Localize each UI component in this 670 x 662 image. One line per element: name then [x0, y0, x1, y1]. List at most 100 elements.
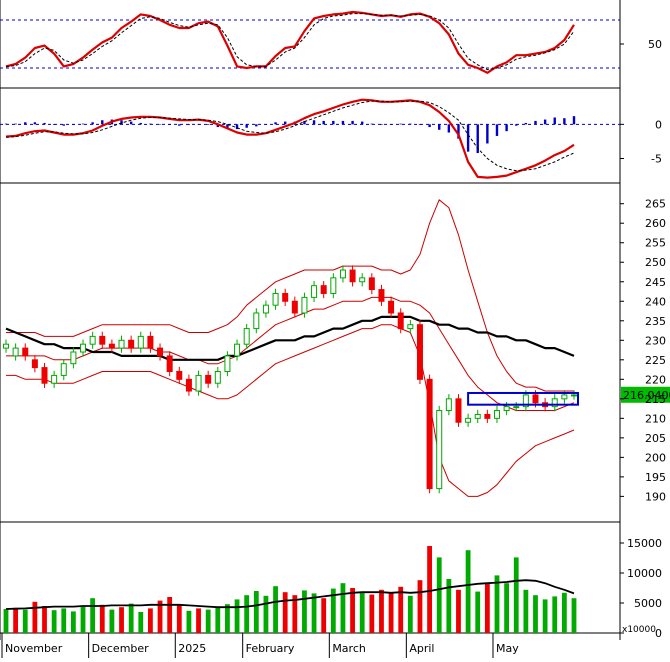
price-tick-label: 260 [645, 217, 666, 230]
volume-bar [273, 586, 278, 633]
volume-bar [369, 595, 374, 633]
x-axis-label: April [409, 642, 434, 655]
macd-histogram-bar [322, 121, 324, 124]
volume-bar [341, 583, 346, 633]
candle-body [273, 293, 278, 305]
macd-histogram-bar [554, 118, 556, 125]
price-tick-label: 220 [645, 373, 666, 386]
candle-body [235, 344, 240, 356]
macd-histogram-bar [255, 124, 257, 126]
macd-histogram-bar [53, 124, 55, 125]
price-tick-label: 190 [645, 490, 666, 503]
macd-histogram-bar [505, 124, 507, 131]
volume-bar [90, 598, 95, 633]
candle-body [119, 340, 124, 348]
volume-bar [100, 605, 105, 633]
macd-histogram-bar [63, 124, 65, 125]
rsi-panel [0, 12, 620, 73]
macd-histogram-bar [82, 124, 84, 125]
macd-histogram-bar [332, 121, 334, 124]
volume-bar [148, 608, 153, 633]
volume-bar [138, 612, 143, 633]
candle-body [71, 352, 76, 364]
macd-histogram-bar [380, 124, 382, 125]
candle-body [42, 368, 47, 384]
bollinger-upper-band [6, 200, 574, 391]
volume-bar [321, 598, 326, 633]
macd-histogram-bar [149, 124, 151, 125]
candle-body [437, 411, 442, 489]
volume-tick-label: 15000 [627, 537, 662, 550]
candle-body [340, 270, 345, 278]
candle-body [148, 336, 153, 348]
macd-histogram-bar [400, 124, 402, 125]
candle-body [312, 286, 317, 298]
volume-bar [360, 592, 365, 633]
macd-histogram-bar [515, 124, 517, 125]
macd-signal-line [6, 101, 574, 171]
macd-histogram-bar [496, 124, 498, 136]
candle-body [389, 301, 394, 313]
macd-histogram-bar [245, 124, 247, 127]
macd-histogram-bar [467, 124, 469, 151]
macd-histogram-bar [101, 120, 103, 124]
price-tick-label: 240 [645, 295, 666, 308]
macd-histogram-bar [371, 124, 373, 125]
x-axis-label: 2025 [178, 642, 206, 655]
macd-histogram-bar [342, 121, 344, 124]
price-tick-label: 235 [645, 315, 666, 328]
candle-body [90, 336, 95, 344]
macd-histogram-bar [130, 122, 132, 125]
volume-bar [495, 575, 500, 633]
macd-line [6, 100, 574, 178]
volume-bar [177, 604, 182, 633]
candle-body [533, 395, 538, 403]
volume-bar [514, 557, 519, 633]
volume-bar [52, 610, 57, 633]
volume-bar [418, 580, 423, 633]
price-tick-label: 195 [645, 471, 666, 484]
macd-histogram-bar [486, 124, 488, 143]
macd-histogram-bar [573, 116, 575, 124]
macd-histogram-bar [274, 122, 276, 124]
candle-body [466, 418, 471, 422]
candle-body [302, 297, 307, 313]
macd-histogram-bar [534, 121, 536, 124]
volume-bar [533, 595, 538, 633]
volume-bar [283, 592, 288, 633]
volume-bar [13, 608, 18, 633]
volume-bar [466, 550, 471, 633]
macd-tick-label: 0 [655, 118, 662, 131]
volume-bar [206, 610, 211, 633]
volume-tick-label: 5000 [634, 597, 662, 610]
volume-bar [4, 609, 9, 633]
volume-bar [379, 590, 384, 633]
candle-body [485, 414, 490, 418]
macd-histogram-bar [5, 124, 7, 125]
macd-histogram-bar [409, 124, 411, 125]
candle-body [504, 407, 509, 411]
x-axis-label: March [332, 642, 366, 655]
volume-bar [504, 583, 509, 633]
macd-histogram-bar [14, 124, 16, 125]
price-tick-label: 200 [645, 451, 666, 464]
price-tick-label: 205 [645, 432, 666, 445]
candle-body [562, 395, 567, 399]
volume-bar [42, 606, 47, 633]
candle-body [331, 278, 336, 294]
candle-body [417, 325, 422, 380]
macd-histogram-bar [351, 121, 353, 124]
volume-bar [456, 590, 461, 633]
candle-body [572, 395, 577, 396]
candle-body [225, 356, 230, 372]
candle-body [292, 301, 297, 313]
macd-histogram-bar [390, 124, 392, 125]
volume-bar [427, 546, 432, 633]
candle-body [254, 313, 259, 329]
volume-tick-label: 0 [655, 627, 662, 640]
candle-body [215, 372, 220, 384]
price-tick-label: 245 [645, 276, 666, 289]
candle-body [4, 344, 9, 348]
volume-bar [32, 602, 37, 633]
macd-histogram-bar [207, 124, 209, 125]
